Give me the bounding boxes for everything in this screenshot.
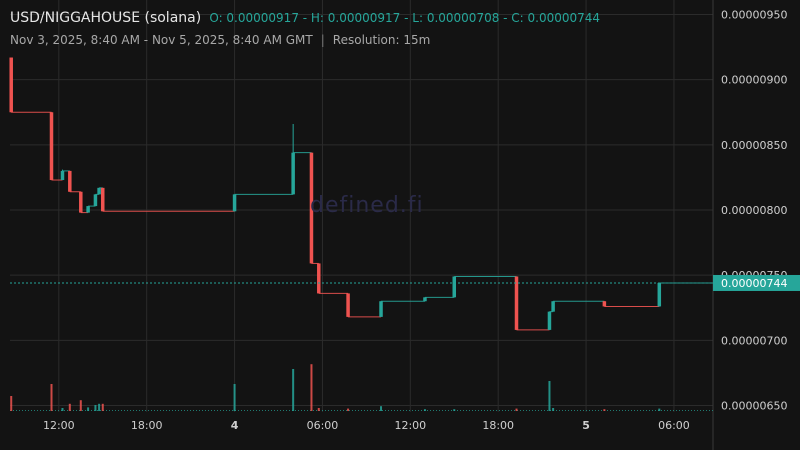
volume-bar <box>347 408 350 411</box>
volume-bar <box>380 406 383 411</box>
volume-bar <box>87 407 90 411</box>
volume-bar <box>68 403 71 411</box>
date-range: Nov 3, 2025, 8:40 AM - Nov 5, 2025, 8:40… <box>10 33 313 47</box>
x-tick-label: 18:00 <box>482 419 514 432</box>
ohlc-values: O: 0.00000917 - H: 0.00000917 - L: 0.000… <box>209 11 601 25</box>
x-tick-label: 06:00 <box>307 419 339 432</box>
separator: | <box>320 33 325 47</box>
y-tick-label: 0.00000650 <box>721 399 787 412</box>
chart-legend: USD/NIGGAHOUSE (solana) O: 0.00000917 - … <box>10 10 600 26</box>
x-tick-label: 18:00 <box>131 419 163 432</box>
candle-body <box>514 276 519 330</box>
candle-body <box>101 187 105 212</box>
volume-bar <box>603 409 606 411</box>
y-tick-label: 0.00000800 <box>721 204 787 217</box>
volume-bar <box>10 396 13 411</box>
candle-body <box>291 152 295 195</box>
candle-body <box>379 301 383 317</box>
candle-body <box>60 170 65 181</box>
candle-body <box>317 263 321 294</box>
x-tick-label: 4 <box>231 419 239 432</box>
chart-subtitle: Nov 3, 2025, 8:40 AM - Nov 5, 2025, 8:40… <box>10 33 430 47</box>
y-tick-label: 0.00000850 <box>721 139 787 152</box>
volume-bar <box>101 403 104 411</box>
candle-body <box>602 301 607 307</box>
pair-title: USD/NIGGAHOUSE (solana) <box>10 10 202 26</box>
candle-body <box>232 194 237 212</box>
candle-body <box>346 293 350 317</box>
volume-bar <box>79 400 82 411</box>
candle-body <box>657 282 662 307</box>
x-tick-label: 5 <box>582 419 590 432</box>
last-price-badge <box>713 274 800 291</box>
candle-body <box>547 311 552 330</box>
candle-body <box>9 57 13 113</box>
x-tick-label: 12:00 <box>394 419 426 432</box>
volume-bar <box>515 408 518 411</box>
volume-bar <box>552 408 555 411</box>
y-tick-label: 0.00000950 <box>721 9 787 22</box>
y-tick-label: 0.00000900 <box>721 74 787 87</box>
volume-bar <box>61 408 64 411</box>
volume-bar <box>50 384 53 411</box>
candle-body <box>452 276 457 298</box>
candle-body <box>309 152 314 264</box>
volume-bar <box>423 409 426 411</box>
candle-body <box>93 194 98 207</box>
volume-bar <box>548 381 551 411</box>
volume-bar <box>453 409 456 411</box>
volume-bar <box>292 369 295 411</box>
resolution-label: Resolution: 15m <box>332 33 431 47</box>
volume-bar <box>658 408 661 411</box>
candle-body <box>551 301 555 312</box>
x-tick-label: 06:00 <box>658 419 690 432</box>
candle-body <box>79 191 83 213</box>
watermark-text: defined.fi <box>310 193 424 218</box>
candle-body <box>68 170 72 192</box>
volume-bar <box>317 408 320 411</box>
x-tick-label: 12:00 <box>43 419 75 432</box>
candle-body <box>97 187 101 195</box>
volume-bar <box>98 403 101 411</box>
volume-bar <box>233 384 236 411</box>
candle-body <box>423 297 427 302</box>
volume-bar <box>310 364 313 411</box>
candle-body <box>86 206 90 213</box>
candle-body <box>49 112 54 181</box>
last-price-label: 0.00000744 <box>721 277 787 290</box>
y-tick-label: 0.00000700 <box>721 334 787 347</box>
volume-bar <box>94 405 97 411</box>
